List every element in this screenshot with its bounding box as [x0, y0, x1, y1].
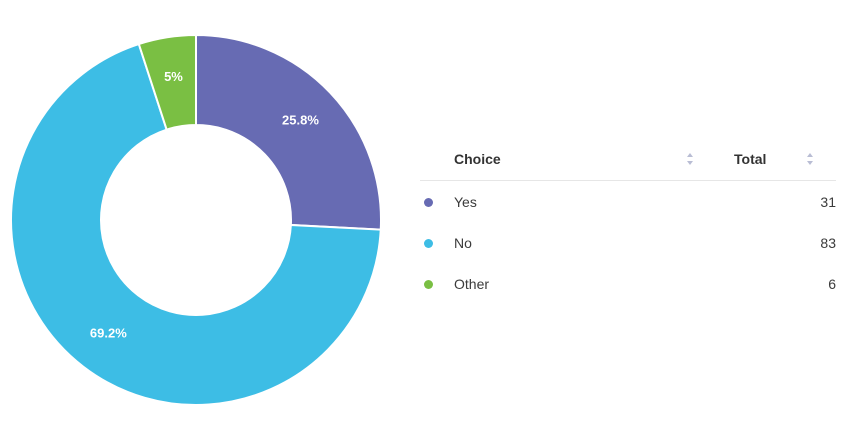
- sort-icon[interactable]: [806, 153, 814, 165]
- total-cell: 83: [820, 234, 836, 251]
- slice-label-no: 69.2%: [90, 326, 127, 341]
- choice-cell: Other: [454, 275, 490, 292]
- legend-dot-icon: [424, 198, 433, 208]
- slice-label-yes: 25.8%: [282, 112, 319, 127]
- results-table: Choice Total Yes 31 No 8: [420, 138, 836, 304]
- legend-dot-icon: [424, 280, 433, 290]
- header-total-label: Total: [734, 151, 767, 167]
- header-choice-label: Choice: [454, 151, 501, 167]
- donut-slice-no[interactable]: [10, 42, 382, 406]
- table-row: No 83: [420, 222, 836, 263]
- total-cell: 31: [820, 193, 836, 210]
- donut-chart-svg: 25.8% 69.2% 5%: [10, 33, 382, 406]
- table-row: Yes 31: [420, 181, 836, 223]
- sort-icon[interactable]: [686, 153, 694, 165]
- donut-chart: 25.8% 69.2% 5%: [0, 0, 400, 429]
- donut-slice-other[interactable]: [137, 33, 197, 131]
- table-row: Other 6: [420, 263, 836, 304]
- total-cell: 6: [828, 275, 836, 292]
- choice-cell: Yes: [454, 193, 477, 210]
- choice-cell: No: [454, 234, 472, 251]
- slice-label-other: 5%: [164, 69, 183, 84]
- header-total[interactable]: Total: [702, 138, 836, 181]
- header-spacer: [420, 138, 454, 181]
- table-header-row: Choice Total: [420, 138, 836, 181]
- header-choice[interactable]: Choice: [454, 138, 702, 181]
- legend-dot-icon: [424, 239, 433, 249]
- legend-cell: [420, 181, 454, 223]
- legend-cell: [420, 263, 454, 304]
- donut-slice-yes[interactable]: [195, 33, 382, 231]
- legend-cell: [420, 222, 454, 263]
